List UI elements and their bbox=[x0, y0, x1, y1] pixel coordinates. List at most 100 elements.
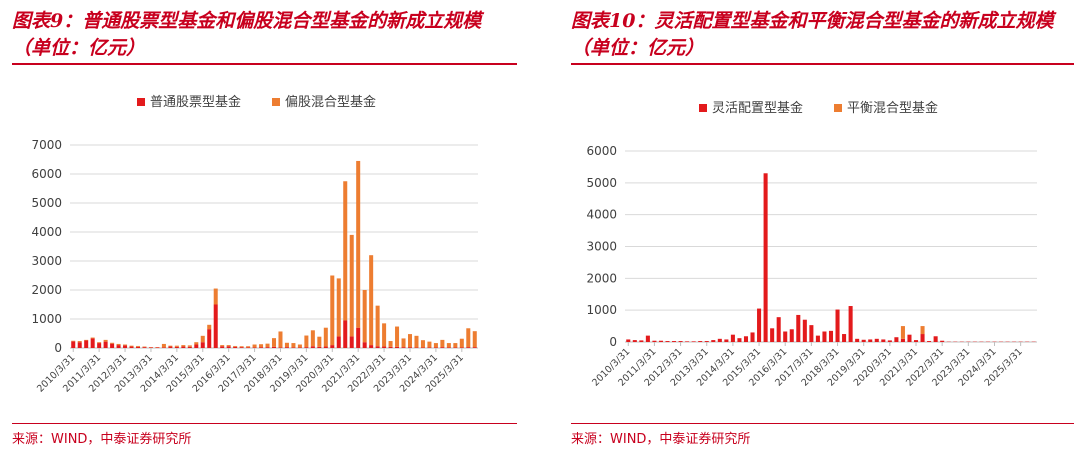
bar-series2 bbox=[900, 326, 905, 339]
y-tick-label: 2000 bbox=[586, 271, 617, 285]
bar-series1 bbox=[868, 339, 873, 342]
bar-series2 bbox=[123, 344, 128, 346]
bar-series1 bbox=[802, 319, 807, 342]
bar-series2 bbox=[472, 331, 477, 348]
bar-series1 bbox=[161, 347, 166, 348]
bar-series1 bbox=[330, 345, 335, 348]
bar-series2 bbox=[414, 335, 419, 348]
bar-series1 bbox=[116, 345, 121, 348]
bar-series1 bbox=[855, 338, 860, 342]
bar-series1 bbox=[420, 347, 425, 348]
bar-series2 bbox=[239, 346, 244, 348]
bar-series2 bbox=[407, 334, 413, 348]
bar-series1 bbox=[362, 342, 367, 348]
source-note: 来源：WIND，中泰证券研究所 bbox=[571, 432, 751, 447]
bar-series2 bbox=[382, 323, 387, 347]
bar-series2 bbox=[401, 338, 406, 348]
bar-series1 bbox=[220, 346, 225, 348]
bar-series1 bbox=[933, 336, 938, 342]
bar-series2 bbox=[310, 330, 315, 347]
legend-label: 普通股票型基金 bbox=[150, 94, 241, 110]
bar-series2 bbox=[343, 181, 348, 321]
y-tick-label: 1000 bbox=[586, 303, 617, 317]
bar-series1 bbox=[142, 347, 147, 348]
bar-series1 bbox=[927, 341, 932, 342]
stacked-bar-chart-left: 010002000300040005000600070002010/3/3120… bbox=[31, 94, 478, 395]
bar-series2 bbox=[271, 338, 277, 347]
y-tick-label: 0 bbox=[609, 335, 617, 349]
bar-series2 bbox=[317, 336, 322, 347]
bar-series1 bbox=[135, 346, 141, 348]
bar-series2 bbox=[84, 339, 89, 341]
bar-series1 bbox=[717, 338, 722, 342]
bar-series1 bbox=[730, 334, 735, 342]
bar-series2 bbox=[194, 342, 199, 345]
bar-series1 bbox=[822, 331, 827, 342]
bar-series2 bbox=[920, 326, 925, 335]
bar-series1 bbox=[678, 341, 683, 342]
bar-series1 bbox=[90, 338, 95, 348]
bar-series1 bbox=[349, 336, 354, 348]
bar-series1 bbox=[770, 328, 775, 342]
y-tick-label: 5000 bbox=[31, 196, 62, 210]
bar-series1 bbox=[97, 343, 102, 348]
y-tick-label: 3000 bbox=[31, 254, 62, 268]
bar-series1 bbox=[626, 339, 631, 342]
bar-series1 bbox=[757, 308, 762, 342]
bar-series2 bbox=[466, 328, 471, 348]
bar-series2 bbox=[97, 342, 102, 344]
chart-title: 图表10：灵活配置型基金和平衡混合型基金的新成立规模（单位：亿元） bbox=[571, 10, 1054, 59]
bar-series2 bbox=[246, 346, 251, 348]
legend-label: 灵活配置型基金 bbox=[712, 100, 803, 116]
chart-title: 图表9：普通股票型基金和偏股混合型基金的新成立规模（单位：亿元） bbox=[12, 10, 482, 59]
bar-series1 bbox=[252, 347, 257, 348]
bar-series2 bbox=[291, 343, 296, 348]
bar-series1 bbox=[271, 346, 277, 348]
bar-series2 bbox=[304, 335, 309, 348]
bar-series1 bbox=[861, 339, 866, 342]
bar-series2 bbox=[395, 326, 400, 347]
bar-series2 bbox=[369, 255, 374, 346]
bar-series2 bbox=[103, 339, 108, 342]
bar-series1 bbox=[809, 325, 814, 342]
bar-series2 bbox=[388, 341, 393, 347]
bar-series1 bbox=[148, 347, 153, 348]
y-tick-label: 5000 bbox=[586, 176, 617, 190]
bar-series1 bbox=[776, 317, 781, 342]
bar-series2 bbox=[161, 343, 166, 348]
y-tick-label: 3000 bbox=[586, 240, 617, 254]
bar-series2 bbox=[142, 346, 147, 348]
legend-swatch bbox=[137, 98, 145, 106]
y-tick-label: 7000 bbox=[31, 138, 62, 152]
bar-series1 bbox=[304, 347, 309, 348]
bar-series1 bbox=[639, 340, 644, 342]
bar-series1 bbox=[265, 347, 270, 348]
bar-series1 bbox=[763, 173, 768, 342]
bar-series1 bbox=[815, 335, 820, 342]
bar-series1 bbox=[900, 338, 905, 342]
bar-series1 bbox=[84, 340, 89, 348]
y-tick-label: 6000 bbox=[586, 144, 617, 158]
bar-series2 bbox=[427, 341, 432, 348]
y-tick-label: 4000 bbox=[586, 208, 617, 222]
bar-series1 bbox=[317, 346, 322, 348]
bar-series1 bbox=[110, 343, 115, 348]
y-tick-label: 4000 bbox=[31, 225, 62, 239]
bar-series1 bbox=[103, 341, 108, 348]
bar-series1 bbox=[652, 340, 657, 342]
bar-series1 bbox=[472, 347, 477, 348]
bar-series1 bbox=[835, 309, 840, 342]
bar-series1 bbox=[194, 344, 199, 348]
bar-series1 bbox=[789, 329, 794, 342]
bar-series2 bbox=[420, 340, 425, 348]
bar-series2 bbox=[440, 339, 445, 348]
bar-series1 bbox=[724, 339, 729, 342]
bar-series1 bbox=[414, 347, 419, 348]
bar-series1 bbox=[453, 347, 458, 348]
bar-series1 bbox=[336, 336, 341, 348]
bar-series1 bbox=[233, 346, 238, 348]
bar-series2 bbox=[252, 344, 257, 348]
bar-series1 bbox=[278, 347, 283, 348]
bar-series1 bbox=[239, 347, 244, 348]
stacked-bar-chart-right: 01000200030004000500060002010/3/312011/3… bbox=[586, 100, 1037, 389]
